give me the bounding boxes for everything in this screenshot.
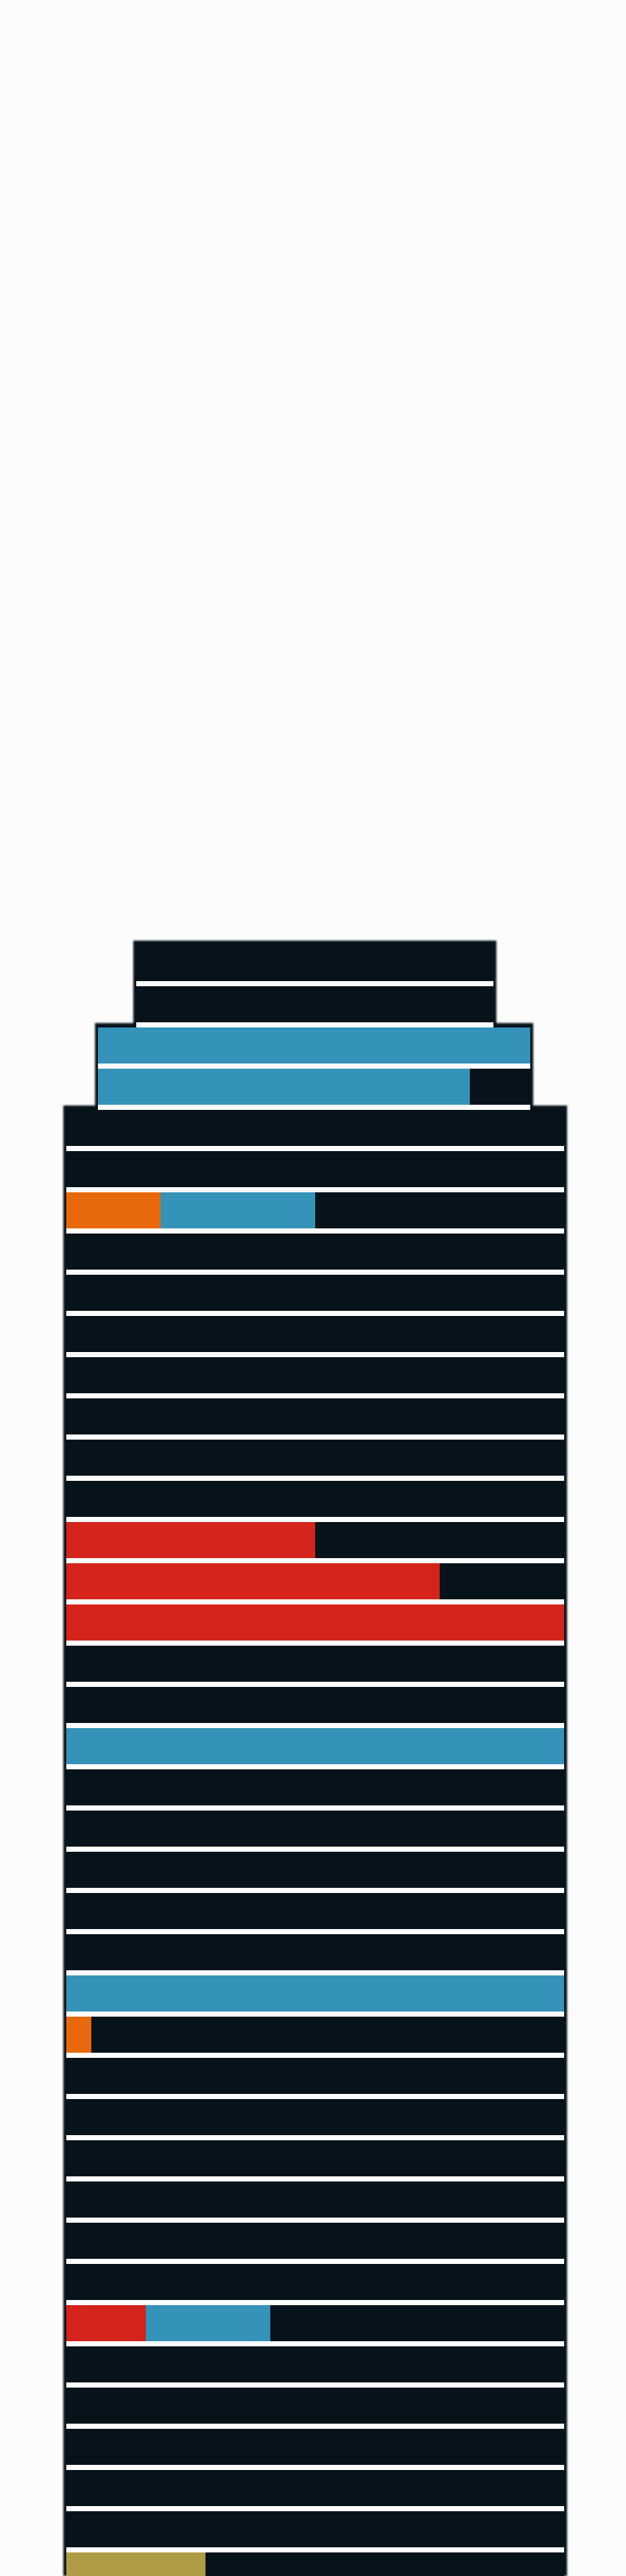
floor-separator bbox=[66, 2176, 564, 2182]
floor-38 bbox=[66, 2470, 564, 2506]
floor-17-segment-red bbox=[66, 1604, 564, 1641]
floor-separator bbox=[66, 1187, 564, 1192]
floor-separator bbox=[66, 1311, 564, 1316]
floor-separator bbox=[98, 1105, 530, 1110]
floor-40 bbox=[66, 2552, 564, 2576]
floor-34-segment-red bbox=[66, 2305, 146, 2341]
floor-separator bbox=[66, 2135, 564, 2140]
floor-33 bbox=[66, 2264, 564, 2300]
floor-11 bbox=[66, 1357, 564, 1393]
floor-15 bbox=[66, 1522, 564, 1558]
floor-10 bbox=[66, 1316, 564, 1352]
floor-30 bbox=[66, 2140, 564, 2176]
floor-3 bbox=[98, 1027, 530, 1064]
floor-29 bbox=[66, 2099, 564, 2135]
floor-35 bbox=[66, 2346, 564, 2382]
floor-separator bbox=[66, 1476, 564, 1481]
floor-5 bbox=[66, 1110, 564, 1146]
floor-separator bbox=[66, 2094, 564, 2099]
floor-separator bbox=[66, 1929, 564, 1934]
floor-separator bbox=[66, 1228, 564, 1234]
floor-separator bbox=[66, 1558, 564, 1563]
floor-15-segment-red bbox=[66, 1522, 315, 1558]
floor-27-segment-orange bbox=[66, 2017, 91, 2053]
floor-23 bbox=[66, 1852, 564, 1888]
floor-20-segment-blue bbox=[66, 1728, 564, 1764]
floor-4 bbox=[98, 1069, 530, 1105]
floor-32 bbox=[66, 2223, 564, 2259]
floor-separator bbox=[66, 2300, 564, 2305]
floor-6 bbox=[66, 1151, 564, 1187]
floor-separator bbox=[66, 2341, 564, 2346]
floor-7-segment-blue bbox=[161, 1192, 315, 1228]
floor-separator bbox=[66, 1888, 564, 1893]
floor-21 bbox=[66, 1769, 564, 1805]
floor-separator bbox=[66, 2011, 564, 2017]
floor-separator bbox=[66, 2053, 564, 2058]
floor-14 bbox=[66, 1481, 564, 1517]
floor-separator bbox=[66, 1146, 564, 1151]
floor-19 bbox=[66, 1687, 564, 1723]
floor-separator bbox=[66, 2259, 564, 2264]
floor-separator bbox=[66, 1641, 564, 1646]
floor-13 bbox=[66, 1440, 564, 1476]
floor-separator bbox=[66, 1723, 564, 1728]
floor-separator bbox=[66, 1682, 564, 1687]
floor-separator bbox=[66, 1270, 564, 1275]
floor-8 bbox=[66, 1234, 564, 1270]
floor-separator bbox=[66, 1970, 564, 1975]
floor-28 bbox=[66, 2058, 564, 2094]
floor-22 bbox=[66, 1811, 564, 1847]
floor-separator bbox=[66, 1434, 564, 1440]
floor-separator bbox=[136, 981, 493, 986]
floor-16 bbox=[66, 1563, 564, 1599]
floor-separator bbox=[66, 2424, 564, 2429]
floor-separator bbox=[66, 2506, 564, 2511]
floor-separator bbox=[66, 2465, 564, 2470]
floor-9 bbox=[66, 1275, 564, 1311]
floor-27 bbox=[66, 2017, 564, 2053]
floor-37 bbox=[66, 2429, 564, 2465]
floor-3-segment-blue bbox=[98, 1027, 530, 1064]
floor-40-segment-gold bbox=[66, 2552, 205, 2576]
floor-separator bbox=[66, 1599, 564, 1604]
floor-34-segment-blue bbox=[146, 2305, 270, 2341]
floor-2 bbox=[136, 986, 493, 1022]
floor-separator bbox=[66, 2382, 564, 2388]
floor-24 bbox=[66, 1893, 564, 1929]
floor-26-segment-blue bbox=[66, 1975, 564, 2011]
floor-25 bbox=[66, 1934, 564, 1970]
floor-separator bbox=[66, 1847, 564, 1852]
floor-separator bbox=[98, 1064, 530, 1069]
floor-separator bbox=[66, 2218, 564, 2223]
floor-separator bbox=[66, 1517, 564, 1522]
floor-18 bbox=[66, 1646, 564, 1682]
floor-separator bbox=[66, 2547, 564, 2552]
floor-1 bbox=[136, 945, 493, 981]
floor-separator bbox=[66, 1393, 564, 1398]
floor-separator bbox=[66, 1805, 564, 1811]
floor-7-segment-orange bbox=[66, 1192, 161, 1228]
floor-36 bbox=[66, 2388, 564, 2424]
floor-separator bbox=[66, 1352, 564, 1357]
floor-17 bbox=[66, 1604, 564, 1641]
floor-34 bbox=[66, 2305, 564, 2341]
floor-26 bbox=[66, 1975, 564, 2011]
floor-separator bbox=[66, 1764, 564, 1769]
floor-separator bbox=[136, 1022, 493, 1027]
floor-31 bbox=[66, 2182, 564, 2218]
floor-16-segment-red bbox=[66, 1563, 440, 1599]
floor-4-segment-blue bbox=[98, 1069, 470, 1105]
floor-7 bbox=[66, 1192, 564, 1228]
floor-12 bbox=[66, 1398, 564, 1434]
floor-20 bbox=[66, 1728, 564, 1764]
floor-39 bbox=[66, 2511, 564, 2547]
